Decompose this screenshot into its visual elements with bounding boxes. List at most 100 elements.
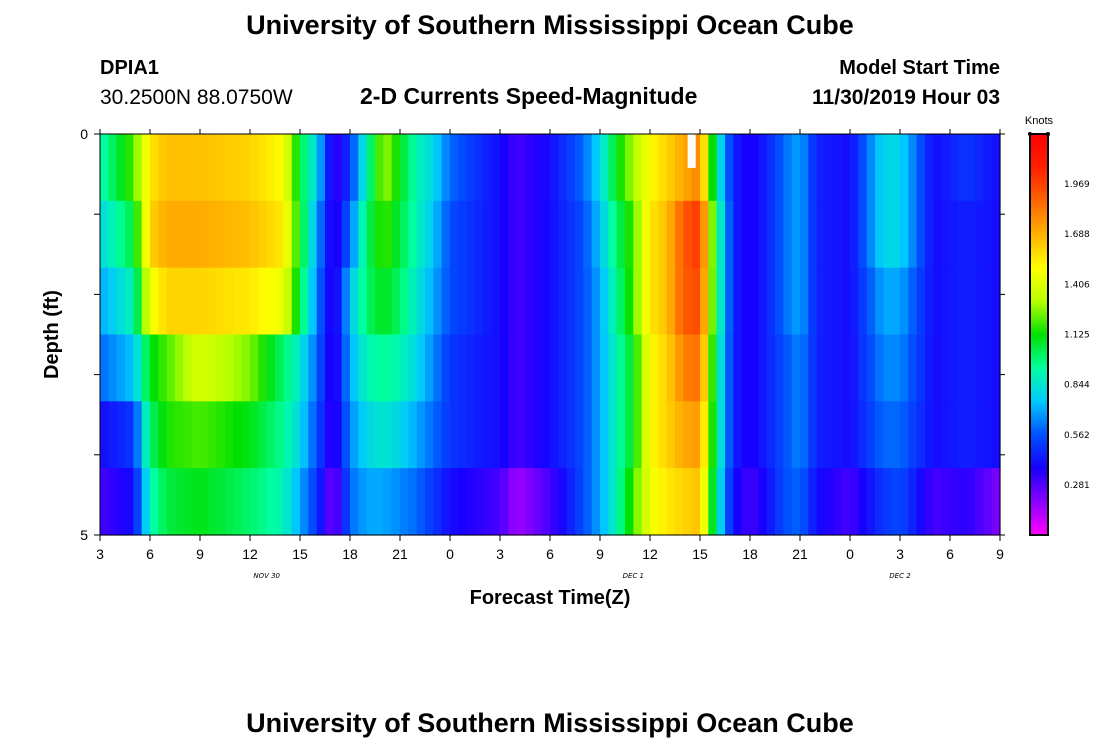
- heatmap-cell: [600, 401, 609, 469]
- heatmap-cell: [325, 334, 334, 402]
- colorbar-strip: [1030, 276, 1048, 279]
- heatmap-cell: [458, 134, 468, 202]
- heatmap-cell: [575, 200, 584, 269]
- heatmap-cell: [491, 134, 501, 202]
- heatmap-cell: [691, 267, 701, 336]
- heatmap-cell: [116, 334, 126, 402]
- heatmap-cell: [350, 468, 359, 536]
- heatmap-cell: [641, 468, 651, 536]
- heatmap-cell: [466, 401, 476, 469]
- heatmap-cell: [766, 401, 776, 469]
- heatmap-cell: [241, 401, 251, 469]
- heatmap-cell: [116, 200, 126, 269]
- heatmap-cell: [741, 334, 751, 402]
- heatmap-cell: [616, 134, 626, 202]
- heatmap-cell: [766, 468, 776, 536]
- colorbar-strip: [1030, 286, 1048, 289]
- heatmap-cell: [441, 401, 451, 469]
- colorbar-strip: [1030, 506, 1048, 510]
- heatmap-cell: [758, 200, 768, 269]
- heatmap-cell: [508, 401, 518, 469]
- colorbar-strip: [1030, 232, 1048, 235]
- heatmap-cell: [708, 267, 718, 336]
- heatmap-cell: [400, 200, 409, 269]
- heatmap-cell: [925, 401, 934, 469]
- heatmap-cell: [108, 134, 118, 202]
- colorbar-strip: [1030, 332, 1048, 335]
- heatmap-cell: [275, 200, 284, 269]
- heatmap-cell: [616, 401, 626, 469]
- heatmap-cell: [650, 267, 659, 336]
- heatmap-cell: [666, 134, 676, 202]
- colorbar-strip: [1030, 450, 1048, 454]
- colorbar-strip: [1030, 392, 1048, 396]
- colorbar-strip: [1030, 408, 1048, 412]
- heatmap-cell: [958, 267, 968, 336]
- heatmap-cell: [416, 468, 426, 536]
- heatmap-cell: [783, 134, 793, 202]
- colorbar-strip: [1030, 202, 1048, 205]
- heatmap-cell: [866, 468, 876, 536]
- heatmap-cell: [133, 200, 143, 269]
- heatmap-cell: [725, 267, 734, 336]
- heatmap-cell: [683, 334, 693, 402]
- heatmap-cell: [458, 401, 468, 469]
- heatmap-cell: [625, 401, 634, 469]
- colorbar-strip: [1030, 138, 1048, 141]
- heatmap-cell: [391, 134, 401, 202]
- heatmap-cell: [566, 134, 576, 202]
- heatmap-cell: [683, 468, 693, 536]
- heatmap-cell: [216, 334, 226, 402]
- heatmap-cell: [533, 468, 543, 536]
- heatmap-cell: [341, 200, 351, 269]
- colorbar-strip: [1030, 260, 1048, 263]
- colorbar-strip: [1030, 240, 1048, 243]
- heatmap-cell: [908, 468, 918, 536]
- heatmap-cell: [358, 334, 368, 402]
- heatmap-cell: [558, 134, 568, 202]
- colorbar-strip: [1030, 272, 1048, 275]
- heatmap-cell: [858, 134, 868, 202]
- heatmap-cell: [275, 334, 284, 402]
- heatmap-cell: [191, 200, 201, 269]
- heatmap-cell: [841, 468, 851, 536]
- heatmap-cell: [158, 267, 168, 336]
- colorbar-strip: [1030, 500, 1048, 504]
- heatmap-cell: [975, 267, 984, 336]
- heatmap-cell: [158, 334, 168, 402]
- colorbar-strip: [1030, 174, 1048, 177]
- heatmap-cell: [791, 134, 801, 202]
- heatmap-cell: [166, 134, 176, 202]
- heatmap-cell: [125, 134, 134, 202]
- heatmap-cell: [183, 134, 193, 202]
- heatmap-cell: [516, 134, 526, 202]
- heatmap-cell: [966, 200, 976, 269]
- heatmap-cell: [700, 401, 709, 469]
- heatmap-cell: [775, 267, 784, 336]
- colorbar-strip: [1030, 264, 1048, 267]
- colorbar-strip: [1030, 504, 1048, 508]
- colorbar-strip: [1030, 196, 1048, 199]
- heatmap-cell: [800, 468, 809, 536]
- heatmap-cell: [575, 468, 584, 536]
- colorbar-strip: [1030, 384, 1048, 388]
- heatmap-cell: [175, 200, 184, 269]
- heatmap-cell: [616, 334, 626, 402]
- heatmap-cell: [666, 200, 676, 269]
- heatmap-cell: [991, 134, 1001, 202]
- heatmap-cell: [891, 334, 901, 402]
- heatmap-cell: [258, 401, 268, 469]
- colorbar-strip: [1030, 366, 1048, 370]
- heatmap-cell: [225, 468, 234, 536]
- heatmap-cell: [983, 401, 993, 469]
- heatmap-cell: [308, 134, 318, 202]
- colorbar-strip: [1030, 214, 1048, 217]
- heatmap-cell: [191, 334, 201, 402]
- heatmap-cell: [233, 468, 243, 536]
- colorbar-strip: [1030, 350, 1048, 354]
- heatmap-cell: [833, 334, 843, 402]
- heatmap-cell: [308, 401, 318, 469]
- heatmap-cell: [991, 200, 1001, 269]
- heatmap-cell: [583, 468, 593, 536]
- heatmap-cell: [941, 334, 951, 402]
